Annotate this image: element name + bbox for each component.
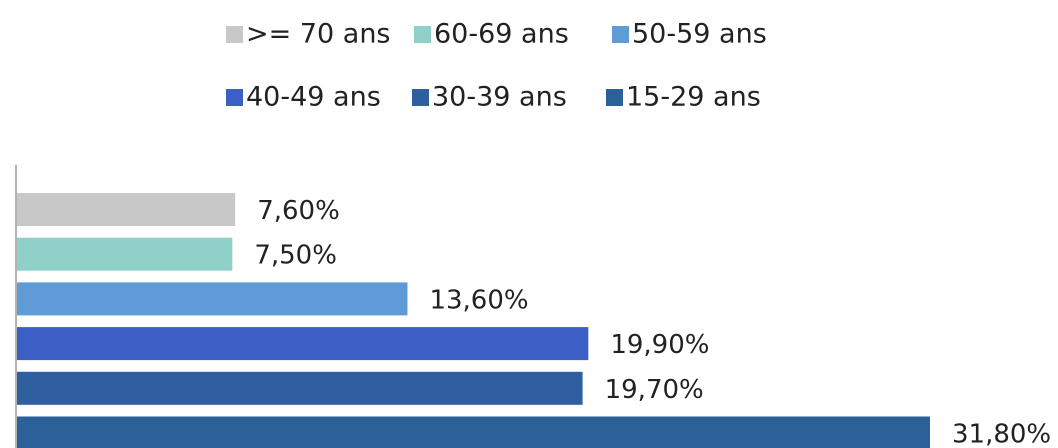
bar — [17, 237, 233, 271]
legend-swatch — [226, 89, 243, 106]
value-label: 31,80% — [952, 420, 1051, 448]
legend-label: >= 70 ans — [246, 19, 391, 50]
value-label: 19,90% — [610, 330, 709, 360]
value-label: 19,70% — [605, 375, 704, 405]
legend-swatch — [412, 89, 429, 106]
legend-label: 15-29 ans — [626, 82, 761, 113]
legend-swatch — [606, 89, 623, 106]
bar — [17, 282, 408, 316]
value-label: 13,60% — [429, 285, 528, 315]
bar — [17, 371, 583, 405]
value-label: 7,60% — [257, 196, 340, 226]
value-label: 7,50% — [254, 241, 337, 271]
bar — [17, 327, 589, 361]
legend-label: 40-49 ans — [246, 82, 381, 113]
bar — [17, 416, 930, 448]
legend-label: 60-69 ans — [434, 19, 569, 50]
legend-label: 50-59 ans — [632, 19, 767, 50]
legend-swatch — [414, 26, 431, 43]
legend-swatch — [612, 26, 629, 43]
bar — [17, 193, 236, 226]
legend-swatch — [226, 26, 243, 43]
legend-label: 30-39 ans — [432, 82, 567, 113]
